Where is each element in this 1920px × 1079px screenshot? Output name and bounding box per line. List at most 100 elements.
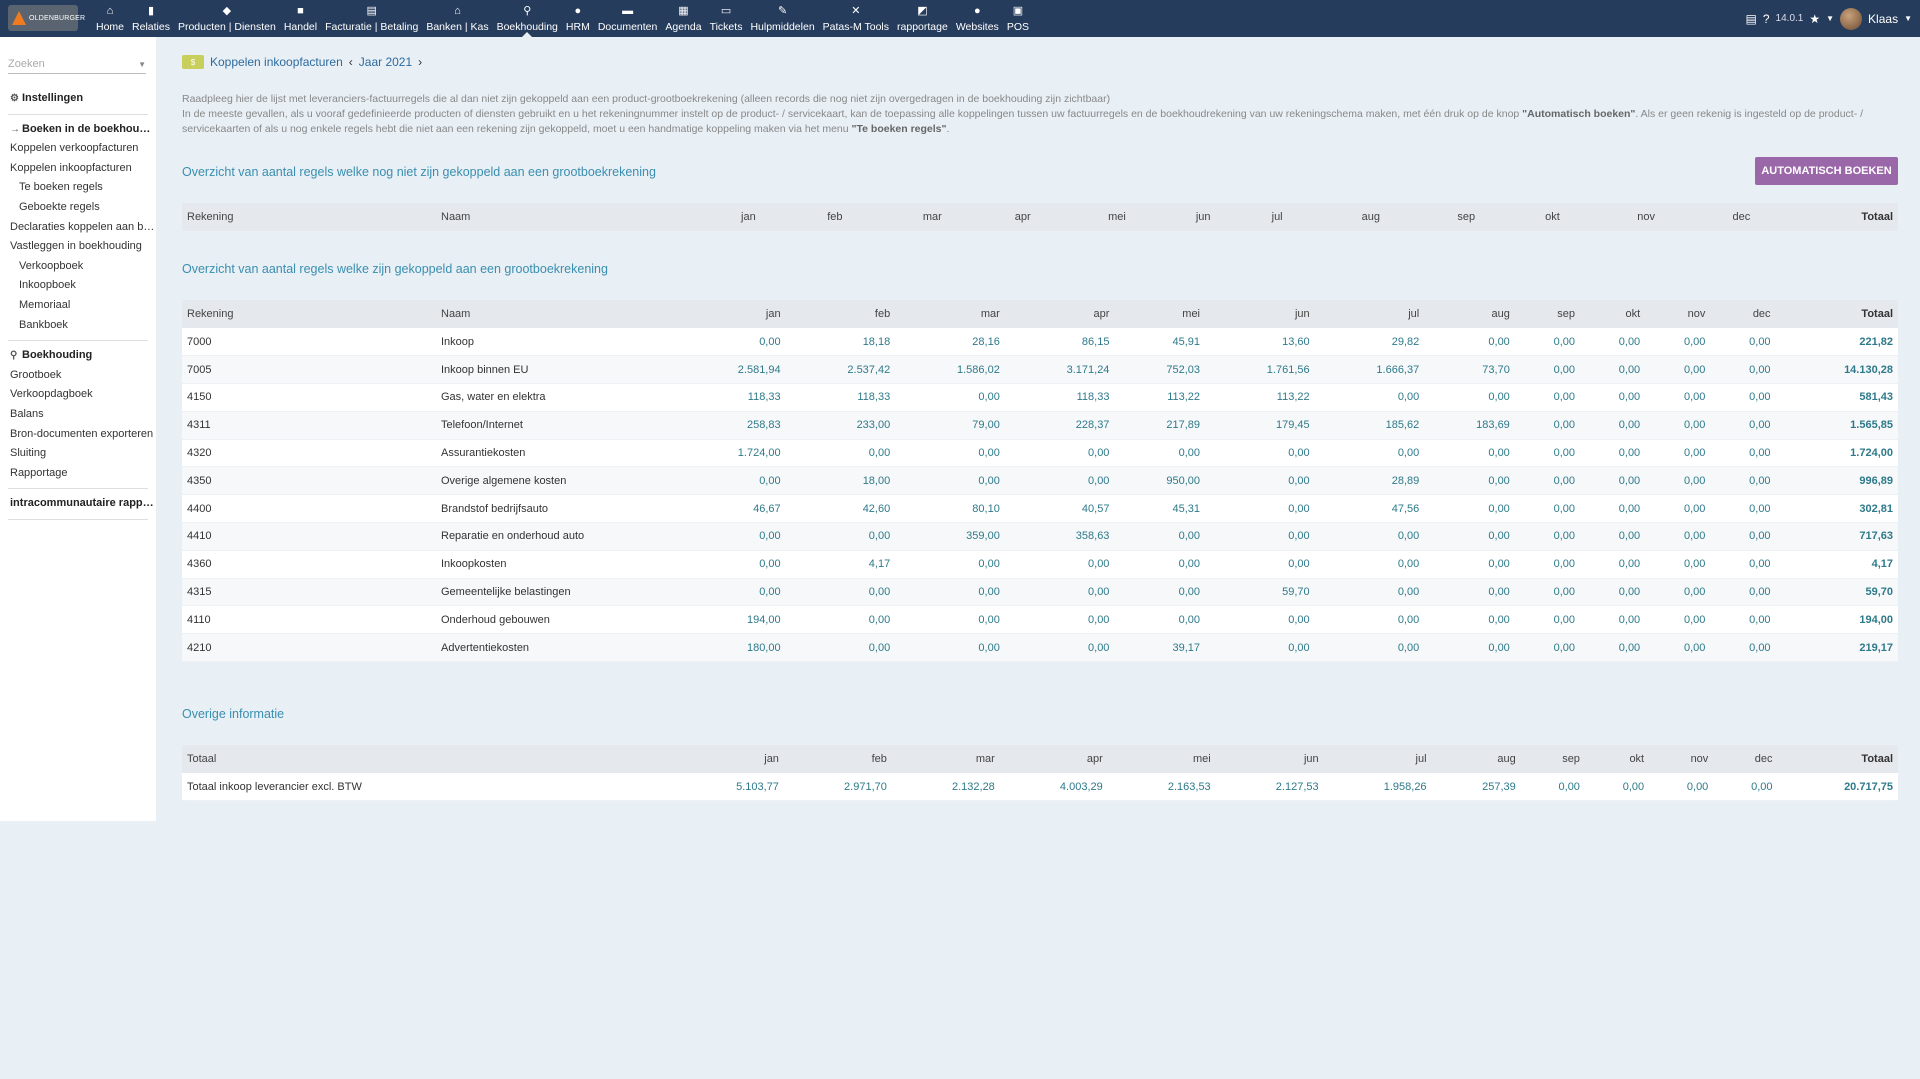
cell-month-value[interactable]: 0,00 bbox=[1178, 530, 1201, 543]
cell-month-value[interactable]: 0,00 bbox=[1683, 502, 1706, 515]
cell-month-value[interactable]: 0,00 bbox=[1618, 586, 1641, 599]
avatar[interactable] bbox=[1840, 7, 1863, 30]
cell-month-value[interactable]: 0,00 bbox=[1683, 530, 1706, 543]
column-header-total[interactable]: Totaal bbox=[1861, 211, 1893, 223]
cell-month-value[interactable]: 0,00 bbox=[1749, 363, 1771, 376]
column-header-okt[interactable]: okt bbox=[1545, 211, 1560, 223]
table-row[interactable]: 4210 Advertentiekosten 180,00 0,00 0,00 0,00 3… bbox=[182, 633, 1898, 662]
cell-month-value[interactable]: 0,00 bbox=[1683, 586, 1706, 599]
column-header-mei[interactable]: mei bbox=[1192, 753, 1211, 765]
sidebar-item-inkoopboek[interactable]: Inkoopboek bbox=[0, 276, 156, 296]
table-row[interactable]: 4311 Telefoon/Internet 258,83 233,00 79,00 22… bbox=[182, 411, 1898, 440]
cell-month-value[interactable]: 0,00 bbox=[1749, 613, 1771, 626]
cell-month-value[interactable]: 0,00 bbox=[1749, 530, 1771, 543]
cell-month-value[interactable]: 47,56 bbox=[1391, 502, 1420, 515]
cell-month-value[interactable]: 0,00 bbox=[1488, 502, 1510, 515]
sidebar-item-boekhouding[interactable]: ⚲ Boekhouding bbox=[0, 346, 156, 366]
sidebar-item-boeken-in-de-boekhouding[interactable]: → Boeken in de boekhouding bbox=[0, 120, 156, 140]
company-logo[interactable]: OLDENBURGER bbox=[8, 5, 85, 31]
cell-month-value[interactable]: 0,00 bbox=[1088, 447, 1110, 460]
cell-month-value[interactable]: 1.761,56 bbox=[1266, 363, 1310, 376]
cell-month-value[interactable]: 2.537,42 bbox=[847, 363, 891, 376]
cell-month-value[interactable]: 0,00 bbox=[1618, 391, 1641, 404]
cell-month-value[interactable]: 185,62 bbox=[1385, 419, 1420, 432]
table-row[interactable]: 4360 Inkoopkosten 0,00 4,17 0,00 0,00 0,00 0,00… bbox=[182, 550, 1898, 579]
cell-month-value[interactable]: 0,00 bbox=[1397, 613, 1420, 626]
cell-month-value[interactable]: 0,00 bbox=[1618, 558, 1641, 571]
cell-month-value[interactable]: 0,00 bbox=[978, 641, 1000, 654]
sidebar-item-koppelen-inkoopfacturen[interactable]: Koppelen inkoopfacturen bbox=[0, 159, 156, 179]
cell-month-value[interactable]: 0,00 bbox=[1088, 586, 1110, 599]
column-header-naam[interactable]: Naam bbox=[441, 211, 471, 223]
cell-month-value[interactable]: 0,00 bbox=[1749, 419, 1771, 432]
cell-month-value[interactable]: 40,57 bbox=[1081, 502, 1110, 515]
cell-month-value[interactable]: 950,00 bbox=[1166, 474, 1201, 487]
cell-month-value[interactable]: 0,00 bbox=[1397, 530, 1420, 543]
cell-month-value[interactable]: 0,00 bbox=[1488, 641, 1510, 654]
column-header-sep[interactable]: sep bbox=[1457, 211, 1476, 223]
cell-month-value[interactable]: 0,00 bbox=[1553, 530, 1575, 543]
cell-month-value[interactable]: 0,00 bbox=[1488, 586, 1510, 599]
cell-month-value[interactable]: 0,00 bbox=[1553, 419, 1575, 432]
cell-month-value[interactable]: 118,33 bbox=[1076, 391, 1110, 404]
table-row[interactable]: 4400 Brandstof bedrijfsauto 46,67 42,60 80,1… bbox=[182, 494, 1898, 523]
table-row[interactable]: 4320 Assurantiekosten 1.724,00 0,00 0,00 0,00… bbox=[182, 439, 1898, 467]
cell-month-value[interactable]: 0,00 bbox=[978, 558, 1000, 571]
cell-month-value[interactable]: 0,00 bbox=[1749, 586, 1771, 599]
column-header-apr[interactable]: apr bbox=[1014, 211, 1031, 223]
column-header-jan[interactable]: jan bbox=[764, 753, 779, 765]
cell-month-value[interactable]: 0,00 bbox=[978, 391, 1000, 404]
cell-month-value[interactable]: 228,37 bbox=[1075, 419, 1110, 432]
cell-month-value[interactable]: 0,00 bbox=[1749, 502, 1771, 515]
cell-month-value[interactable]: 183,69 bbox=[1476, 419, 1510, 432]
cell-month-value[interactable]: 1.724,00 bbox=[737, 447, 781, 460]
cell-month-value[interactable]: 59,70 bbox=[1282, 586, 1310, 599]
column-header-feb[interactable]: feb bbox=[874, 308, 891, 320]
cell-month-value[interactable]: 0,00 bbox=[1749, 641, 1771, 654]
cell-month-value[interactable]: 0,00 bbox=[1288, 613, 1310, 626]
column-header-total[interactable]: Totaal bbox=[1861, 308, 1893, 320]
cell-month-value[interactable]: 0,00 bbox=[759, 474, 781, 487]
sidebar-item-declaraties-koppelen-aan-boekhouding[interactable]: Declaraties koppelen aan boekhouding bbox=[0, 218, 156, 238]
column-header-aug[interactable]: aug bbox=[1497, 753, 1516, 765]
menu-item-documenten[interactable]: ▬ Documenten bbox=[594, 0, 662, 37]
cell-month-value[interactable]: 0,00 bbox=[1553, 363, 1575, 376]
sidebar-item-verkoopdagboek[interactable]: Verkoopdagboek bbox=[0, 385, 156, 405]
cell-month-value[interactable]: 0,00 bbox=[1749, 335, 1771, 348]
search-caret-icon[interactable]: ▼ bbox=[138, 59, 146, 69]
cell-month-value[interactable]: 18,00 bbox=[862, 474, 891, 487]
cell-month-value[interactable]: 359,00 bbox=[966, 530, 1000, 543]
column-header-mei[interactable]: mei bbox=[1182, 308, 1201, 320]
cell-month-value[interactable]: 13,60 bbox=[1282, 335, 1310, 348]
column-header-mar[interactable]: mar bbox=[975, 753, 995, 765]
cell-month-value[interactable]: 0,00 bbox=[978, 474, 1000, 487]
cell-month-value[interactable]: 45,91 bbox=[1172, 335, 1201, 348]
sidebar-item-bankboek[interactable]: Bankboek bbox=[0, 316, 156, 336]
next-year-icon[interactable]: › bbox=[418, 55, 423, 69]
sidebar-item-verkoopboek[interactable]: Verkoopboek bbox=[0, 257, 156, 277]
column-header-okt[interactable]: okt bbox=[1629, 753, 1645, 765]
column-header-jul[interactable]: jul bbox=[1415, 753, 1427, 765]
column-header-jan[interactable]: jan bbox=[741, 211, 756, 223]
menu-item-home[interactable]: ⌂ Home bbox=[92, 0, 128, 37]
cell-month-value[interactable]: 0,00 bbox=[1178, 447, 1201, 460]
cell-month-value[interactable]: 4,17 bbox=[868, 558, 891, 571]
menu-item-pos[interactable]: ▣ POS bbox=[1003, 0, 1033, 37]
cell-month-value[interactable]: 0,00 bbox=[978, 613, 1000, 626]
cell-month-value[interactable]: 258,83 bbox=[746, 419, 781, 432]
column-header-apr[interactable]: apr bbox=[1093, 308, 1110, 320]
table-row[interactable]: 4350 Overige algemene kosten 0,00 18,00 0,00… bbox=[182, 466, 1898, 495]
cell-month-value[interactable]: 118,33 bbox=[747, 391, 781, 404]
cell-month-value[interactable]: 0,00 bbox=[1088, 641, 1110, 654]
column-header-sep[interactable]: sep bbox=[1562, 753, 1580, 765]
menu-item-producten-diensten[interactable]: ◆ Producten | Diensten bbox=[174, 0, 280, 37]
cell-month-value[interactable]: 0,00 bbox=[1288, 447, 1310, 460]
column-header-sep[interactable]: sep bbox=[1557, 308, 1575, 320]
cell-month-value[interactable]: 28,16 bbox=[972, 335, 1000, 348]
cell-month-value[interactable]: 0,00 bbox=[1553, 474, 1575, 487]
menu-item-hrm[interactable]: ● HRM bbox=[562, 0, 594, 37]
cell-month-value[interactable]: 1.666,37 bbox=[1376, 363, 1420, 376]
cell-month-value[interactable]: 2.581,94 bbox=[737, 363, 781, 376]
column-header-rekening[interactable]: Rekening bbox=[187, 308, 234, 320]
cell-month-value[interactable]: 0,00 bbox=[868, 641, 891, 654]
